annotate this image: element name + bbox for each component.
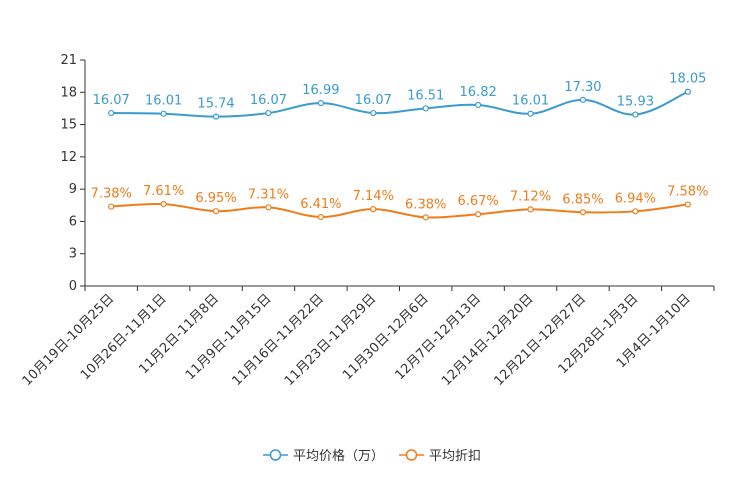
series-1-data-label: 16.07 <box>250 93 287 108</box>
series-1-data-label: 16.51 <box>407 88 444 103</box>
series-2-point[interactable] <box>370 206 377 213</box>
x-category-label: 12月14日-12月20日 <box>439 291 536 388</box>
series-2-data-label: 7.31% <box>248 187 289 202</box>
legend-marker-icon <box>405 449 418 461</box>
series-1-data-label: 16.99 <box>302 83 339 98</box>
series-2-data-label: 6.38% <box>405 197 446 212</box>
legend-label: 平均价格（万） <box>293 448 384 464</box>
series-2-point[interactable] <box>579 209 587 216</box>
series-2-data-label: 7.12% <box>510 189 551 204</box>
series-2-point[interactable] <box>317 213 324 221</box>
series-1-point[interactable] <box>579 96 587 103</box>
series-1-point[interactable] <box>527 110 534 117</box>
series-2-point[interactable] <box>108 203 115 210</box>
x-category-label: 11月16日-11月22日 <box>229 291 326 388</box>
series-1-point[interactable] <box>370 109 377 117</box>
y-tick-label: 12 <box>60 150 77 165</box>
y-tick-label: 21 <box>60 53 77 68</box>
x-category-label: 12月21日-12月27日 <box>492 291 589 388</box>
x-category-label: 11月23日-11月29日 <box>282 291 379 388</box>
series-1-point[interactable] <box>684 88 691 95</box>
series-2-point[interactable] <box>527 206 534 213</box>
legend-item-1[interactable]: 平均价格（万） <box>262 448 384 464</box>
series-1-data-label: 16.01 <box>145 94 182 109</box>
series-line-1 <box>111 90 689 118</box>
series-1-point[interactable] <box>212 113 220 120</box>
series-1-data-label: 15.93 <box>617 95 654 110</box>
series-1-data-label: 16.07 <box>355 93 392 108</box>
series-1-point[interactable] <box>160 110 167 117</box>
series-2-data-label: 6.94% <box>615 191 656 206</box>
series-2-data-label: 7.14% <box>353 189 394 204</box>
series-2-point[interactable] <box>265 204 272 211</box>
series-2-point[interactable] <box>684 201 691 208</box>
y-tick-label: 9 <box>69 182 77 197</box>
series-1-data-label: 15.74 <box>197 97 234 112</box>
series-2-point[interactable] <box>212 208 220 215</box>
series-1-point[interactable] <box>632 111 639 118</box>
series-2-data-label: 6.67% <box>457 194 498 209</box>
series-1-data-label: 16.07 <box>93 93 130 108</box>
y-tick-label: 18 <box>60 85 77 100</box>
series-2-data-label: 7.61% <box>143 184 184 199</box>
series-2-point[interactable] <box>422 214 429 221</box>
series-1-point[interactable] <box>265 109 272 117</box>
series-2-point[interactable] <box>160 201 167 208</box>
series-line-2 <box>111 202 688 219</box>
series-2-data-label: 6.85% <box>562 192 603 207</box>
legend-item-2[interactable]: 平均折扣 <box>399 449 481 464</box>
series-1-point[interactable] <box>317 100 324 107</box>
chart-data-labels: 16.07 16.01 15.74 16.07 16.99 16.07 16.51 16.82… <box>91 72 709 213</box>
series-1-point[interactable] <box>475 101 482 109</box>
series-1-data-label: 16.01 <box>512 94 549 109</box>
y-tick-label: 6 <box>69 214 77 229</box>
y-tick-label: 15 <box>60 118 77 133</box>
legend-label: 平均折扣 <box>429 449 481 464</box>
series-2-point[interactable] <box>475 211 482 218</box>
y-tick-label: 3 <box>69 247 77 262</box>
series-2-data-label: 6.95% <box>195 191 236 206</box>
series-1-data-label: 17.30 <box>564 80 601 95</box>
series-2-point[interactable] <box>632 208 639 215</box>
y-tick-label: 0 <box>69 279 77 294</box>
series-2-data-label: 7.58% <box>667 184 708 199</box>
chart-legend[interactable]: 平均价格（万） 平均折扣 <box>262 448 481 464</box>
series-2-data-label: 6.41% <box>300 197 341 212</box>
series-2-data-label: 7.38% <box>91 187 132 202</box>
legend-marker-icon <box>269 449 282 461</box>
series-1-point[interactable] <box>422 105 429 112</box>
series-1-data-label: 16.82 <box>460 85 497 100</box>
x-category-label: 10月19日-10月25日 <box>20 291 117 388</box>
series-1-point[interactable] <box>108 109 115 117</box>
chart-series <box>108 88 691 221</box>
series-1-data-label: 18.05 <box>669 72 706 87</box>
